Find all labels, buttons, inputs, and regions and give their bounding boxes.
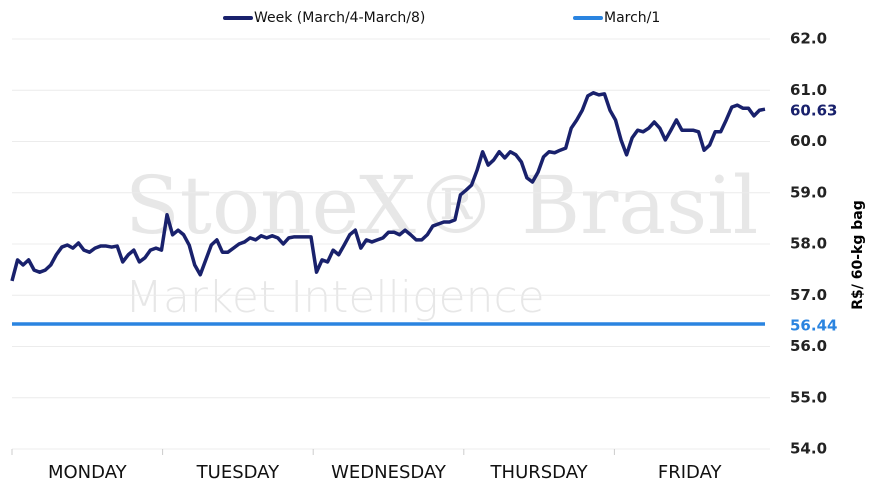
watermark: StoneX® Brasil [125, 159, 758, 252]
x-tick-label: FRIDAY [658, 462, 723, 483]
end-value-label: 56.44 [790, 316, 837, 334]
y-tick-label: 61.0 [790, 81, 827, 99]
x-tick-label: TUESDAY [196, 462, 280, 483]
y-tick-label: 58.0 [790, 235, 827, 253]
y-tick-label: 62.0 [790, 30, 827, 48]
y-tick-label: 59.0 [790, 183, 827, 201]
legend-label: March/1 [604, 10, 660, 26]
y-axis-label: R$/ 60-kg bag [850, 200, 866, 310]
watermark: Market Intelligence [125, 272, 545, 323]
y-tick-label: 60.0 [790, 132, 827, 150]
y-tick-label: 56.0 [790, 337, 827, 355]
y-tick-label: 54.0 [790, 440, 827, 458]
end-value-label: 60.63 [790, 102, 837, 120]
y-tick-label: 55.0 [790, 388, 827, 406]
x-tick-label: THURSDAY [490, 462, 589, 483]
x-tick-label: MONDAY [48, 462, 128, 483]
x-tick-label: WEDNESDAY [331, 462, 447, 483]
legend-label: Week (March/4-March/8) [254, 10, 425, 26]
y-tick-label: 57.0 [790, 286, 827, 304]
line-series [10, 91, 766, 282]
